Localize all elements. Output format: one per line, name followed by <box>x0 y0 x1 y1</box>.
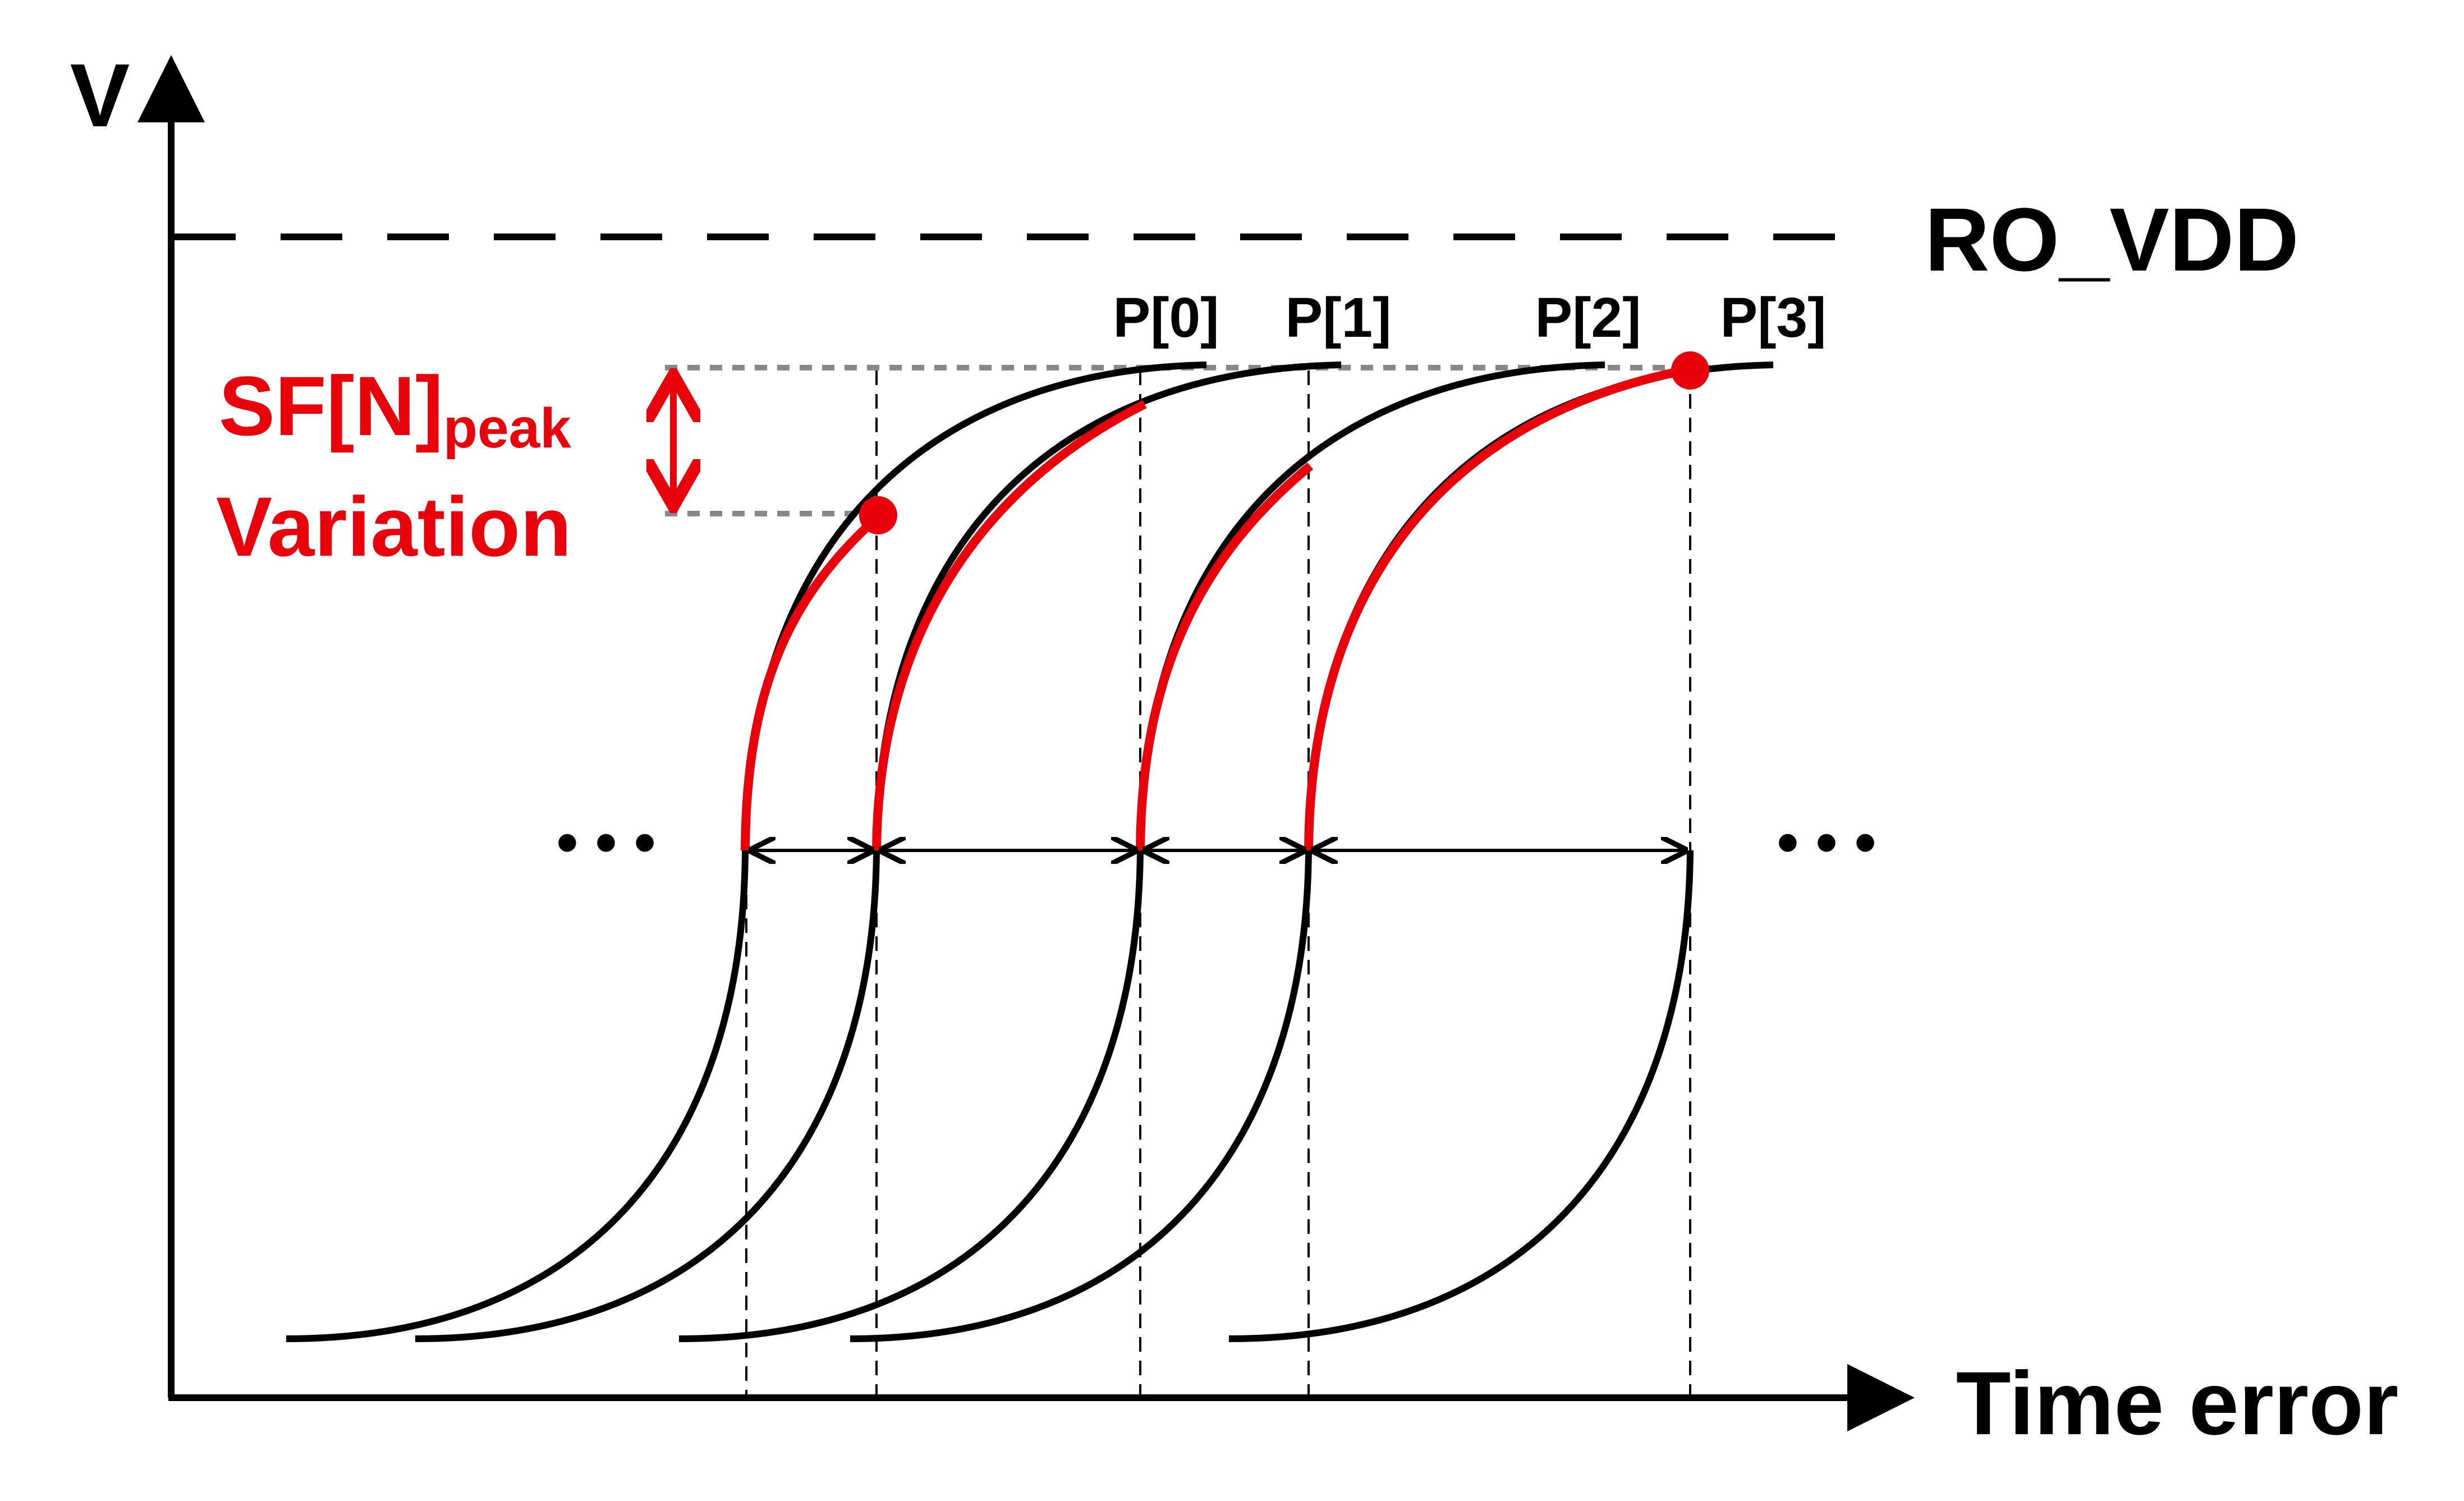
annotation-main: SF[N] <box>219 359 443 453</box>
peak-dot-high <box>1671 351 1709 390</box>
phase-label-p1: P[1] <box>1286 286 1392 349</box>
annotation-line1: SF[N]peak <box>219 359 571 460</box>
highlight-seg-1 <box>741 513 882 851</box>
highlight-seg-4 <box>1304 365 1691 851</box>
annotation-subscript: peak <box>443 397 571 460</box>
peak-dot-low <box>859 496 897 534</box>
phase-label-p0: P[0] <box>1113 286 1219 349</box>
vertical-guides <box>745 370 1691 1398</box>
y-axis-label: V <box>70 45 130 145</box>
highlight-segments <box>741 365 1691 851</box>
phase-label-p2: P[2] <box>1535 286 1641 349</box>
x-axis-label: Time error <box>1956 1353 2399 1453</box>
phase-label-p3: P[3] <box>1720 286 1827 349</box>
annotation-line2: Variation <box>216 479 572 574</box>
s-curve-5 <box>1228 850 1694 1342</box>
highlight-seg-2 <box>872 400 1147 851</box>
ro-vdd-label: RO_VDD <box>1925 189 2299 290</box>
highlight-seg-3 <box>1136 462 1314 851</box>
ellipsis-right: • • • <box>1777 808 1876 877</box>
ellipsis-left: • • • <box>557 808 656 877</box>
